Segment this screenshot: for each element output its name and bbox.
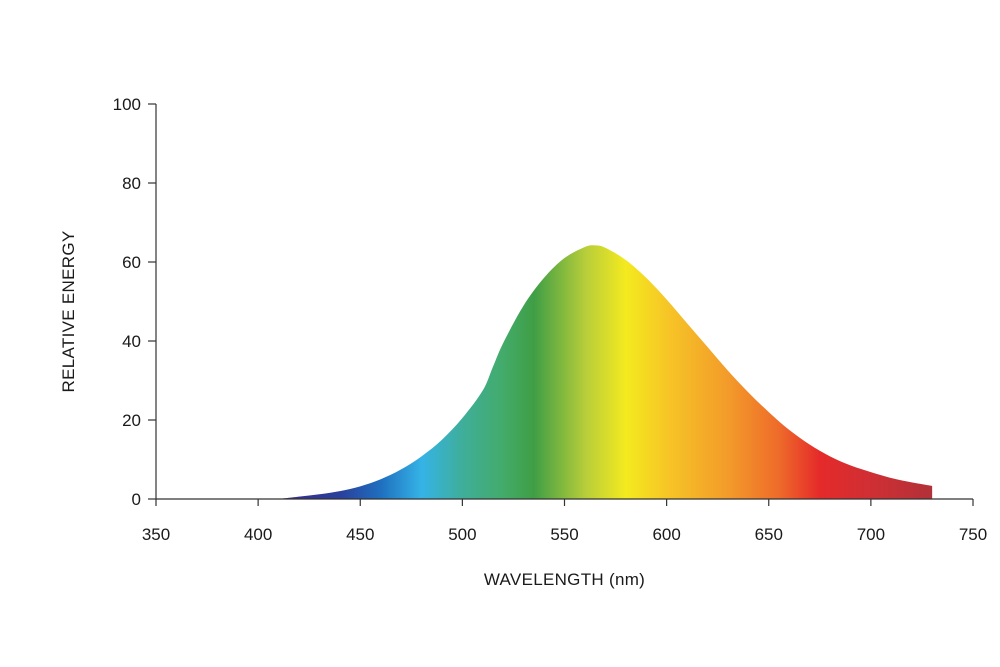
x-tick-label: 650: [755, 525, 783, 544]
x-tick-label: 750: [959, 525, 987, 544]
x-axis-title: WAVELENGTH (nm): [484, 570, 645, 589]
y-axis-title: RELATIVE ENERGY: [59, 231, 78, 393]
plot-area: [278, 245, 933, 499]
y-axis-ticks: 0 20 40 60 80 100: [113, 95, 156, 509]
x-tick-label: 500: [448, 525, 476, 544]
x-tick-label: 600: [652, 525, 680, 544]
y-tick-label: 60: [122, 253, 141, 272]
axes: 350 400 450 500 550 600 650 700 750 0 20 40 60 80 100: [113, 95, 988, 544]
y-tick-label: 0: [132, 490, 141, 509]
spectrum-area: [278, 245, 933, 499]
x-tick-label: 400: [244, 525, 272, 544]
x-tick-label: 700: [857, 525, 885, 544]
y-tick-label: 100: [113, 95, 141, 114]
y-tick-label: 40: [122, 332, 141, 351]
x-tick-label: 450: [346, 525, 374, 544]
x-tick-label: 550: [550, 525, 578, 544]
x-tick-label: 350: [142, 525, 170, 544]
x-axis-ticks: 350 400 450 500 550 600 650 700 750: [142, 499, 987, 544]
y-tick-label: 20: [122, 411, 141, 430]
y-tick-label: 80: [122, 174, 141, 193]
